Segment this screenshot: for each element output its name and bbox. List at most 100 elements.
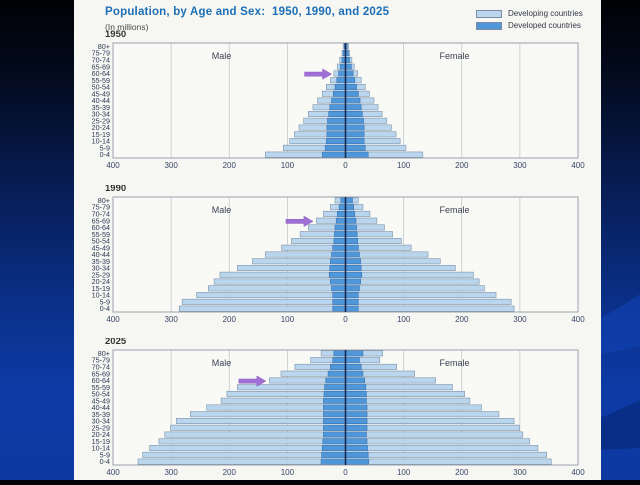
svg-text:400: 400 bbox=[106, 161, 120, 170]
legend-swatch-developing bbox=[476, 9, 502, 18]
svg-text:400: 400 bbox=[106, 468, 120, 477]
svg-text:45-49: 45-49 bbox=[92, 243, 110, 252]
svg-text:10-14: 10-14 bbox=[92, 137, 110, 146]
x-tick-labels: 400 300 200 100 0 100 200 300 400 bbox=[106, 468, 585, 477]
svg-text:80+: 80+ bbox=[98, 196, 110, 205]
svg-text:70-74: 70-74 bbox=[92, 210, 110, 219]
age-group-labels: 80+75-7970-7465-6960-6455-5950-5445-4940… bbox=[92, 196, 110, 313]
svg-text:400: 400 bbox=[571, 161, 585, 170]
svg-text:200: 200 bbox=[455, 315, 469, 324]
svg-text:1950: 1950 bbox=[105, 29, 126, 40]
legend-swatch-developed bbox=[476, 21, 502, 30]
svg-text:300: 300 bbox=[513, 468, 527, 477]
legend-label-developing: Developing countries bbox=[508, 9, 583, 18]
svg-text:Female: Female bbox=[439, 358, 469, 368]
svg-text:75-79: 75-79 bbox=[92, 49, 110, 58]
svg-text:75-79: 75-79 bbox=[92, 203, 110, 212]
svg-text:Female: Female bbox=[439, 51, 469, 61]
svg-text:50-54: 50-54 bbox=[92, 83, 110, 92]
svg-text:80+: 80+ bbox=[98, 42, 110, 51]
svg-text:0: 0 bbox=[343, 315, 348, 324]
svg-text:70-74: 70-74 bbox=[92, 363, 110, 372]
highlight-arrow bbox=[285, 215, 314, 227]
x-tick-labels: 400 300 200 100 0 100 200 300 400 bbox=[106, 161, 585, 170]
svg-text:55-59: 55-59 bbox=[92, 230, 110, 239]
svg-text:400: 400 bbox=[571, 468, 585, 477]
svg-text:65-69: 65-69 bbox=[92, 369, 110, 378]
svg-text:400: 400 bbox=[571, 315, 585, 324]
svg-text:Male: Male bbox=[212, 51, 232, 61]
svg-text:300: 300 bbox=[164, 468, 178, 477]
svg-text:5-9: 5-9 bbox=[100, 450, 110, 459]
svg-text:0-4: 0-4 bbox=[100, 304, 110, 313]
svg-text:300: 300 bbox=[513, 161, 527, 170]
figure-panel: Population, by Age and Sex: 1950, 1990, … bbox=[74, 0, 601, 480]
pyramid-2025: 2025 Male Female 400 300 200 100 0 100 200 300 400 8… bbox=[74, 336, 601, 480]
svg-text:45-49: 45-49 bbox=[92, 89, 110, 98]
bars bbox=[178, 197, 515, 312]
svg-text:35-39: 35-39 bbox=[92, 257, 110, 266]
svg-text:0-4: 0-4 bbox=[100, 150, 110, 159]
svg-text:0: 0 bbox=[343, 468, 348, 477]
svg-text:30-34: 30-34 bbox=[92, 264, 110, 273]
svg-text:65-69: 65-69 bbox=[92, 62, 110, 71]
svg-text:15-19: 15-19 bbox=[92, 284, 110, 293]
svg-text:0-4: 0-4 bbox=[100, 457, 110, 466]
svg-text:25-29: 25-29 bbox=[92, 423, 110, 432]
svg-text:0: 0 bbox=[343, 161, 348, 170]
pyramid-1950: 1950 Male Female 400 300 200 100 0 100 200 300 400 8… bbox=[74, 28, 601, 178]
legend-item-developing: Developing countries bbox=[476, 9, 583, 18]
svg-text:40-44: 40-44 bbox=[92, 96, 110, 105]
svg-text:45-49: 45-49 bbox=[92, 396, 110, 405]
svg-text:35-39: 35-39 bbox=[92, 410, 110, 419]
svg-text:65-69: 65-69 bbox=[92, 216, 110, 225]
svg-text:200: 200 bbox=[455, 161, 469, 170]
svg-text:35-39: 35-39 bbox=[92, 103, 110, 112]
gridlines bbox=[170, 43, 521, 158]
svg-text:50-54: 50-54 bbox=[92, 390, 110, 399]
svg-text:1990: 1990 bbox=[105, 185, 126, 194]
svg-text:2025: 2025 bbox=[105, 338, 127, 347]
bars bbox=[264, 43, 424, 158]
svg-text:100: 100 bbox=[281, 161, 295, 170]
svg-text:400: 400 bbox=[106, 315, 120, 324]
svg-text:20-24: 20-24 bbox=[92, 430, 110, 439]
figure-subtitle: (In millions) bbox=[105, 22, 149, 32]
svg-text:50-54: 50-54 bbox=[92, 237, 110, 246]
svg-text:25-29: 25-29 bbox=[92, 270, 110, 279]
svg-text:5-9: 5-9 bbox=[100, 297, 110, 306]
svg-text:300: 300 bbox=[164, 161, 178, 170]
age-group-labels: 80+75-7970-7465-6960-6455-5950-5445-4940… bbox=[92, 42, 110, 159]
svg-text:55-59: 55-59 bbox=[92, 76, 110, 85]
svg-text:25-29: 25-29 bbox=[92, 116, 110, 125]
svg-text:30-34: 30-34 bbox=[92, 110, 110, 119]
highlight-arrow bbox=[304, 68, 333, 80]
svg-text:80+: 80+ bbox=[98, 349, 110, 358]
svg-text:100: 100 bbox=[281, 315, 295, 324]
svg-text:10-14: 10-14 bbox=[92, 444, 110, 453]
svg-text:200: 200 bbox=[223, 161, 237, 170]
svg-text:5-9: 5-9 bbox=[100, 143, 110, 152]
svg-text:100: 100 bbox=[397, 315, 411, 324]
svg-text:55-59: 55-59 bbox=[92, 383, 110, 392]
svg-text:60-64: 60-64 bbox=[92, 69, 110, 78]
age-group-labels: 80+75-7970-7465-6960-6455-5950-5445-4940… bbox=[92, 349, 110, 466]
svg-text:Female: Female bbox=[439, 205, 469, 215]
svg-text:200: 200 bbox=[455, 468, 469, 477]
svg-text:40-44: 40-44 bbox=[92, 403, 110, 412]
svg-text:75-79: 75-79 bbox=[92, 356, 110, 365]
svg-text:200: 200 bbox=[223, 468, 237, 477]
svg-text:100: 100 bbox=[397, 161, 411, 170]
svg-text:20-24: 20-24 bbox=[92, 277, 110, 286]
svg-text:200: 200 bbox=[223, 315, 237, 324]
legend: Developing countries Developed countries bbox=[476, 9, 583, 30]
svg-text:70-74: 70-74 bbox=[92, 56, 110, 65]
svg-text:60-64: 60-64 bbox=[92, 223, 110, 232]
svg-text:30-34: 30-34 bbox=[92, 417, 110, 426]
svg-text:Male: Male bbox=[212, 358, 232, 368]
svg-text:10-14: 10-14 bbox=[92, 291, 110, 300]
legend-label-developed: Developed countries bbox=[508, 21, 581, 30]
svg-text:100: 100 bbox=[397, 468, 411, 477]
svg-text:15-19: 15-19 bbox=[92, 437, 110, 446]
figure-title: Population, by Age and Sex: 1950, 1990, … bbox=[105, 6, 390, 18]
